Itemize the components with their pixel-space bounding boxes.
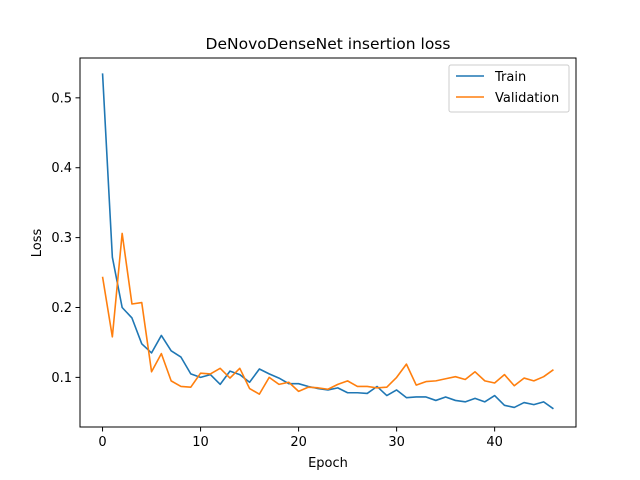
chart-title: DeNovoDenseNet insertion loss — [206, 35, 451, 53]
y-tick-label: 0.2 — [51, 301, 72, 316]
y-tick-label: 0.1 — [51, 371, 72, 386]
legend-label-validation: Validation — [495, 91, 559, 106]
series-layer — [101, 73, 554, 410]
legend-label-train: Train — [494, 70, 526, 85]
y-tick-label: 0.3 — [51, 231, 72, 246]
y-axis-label: Loss — [30, 229, 45, 258]
x-tick-label: 40 — [486, 435, 503, 450]
series-line-validation — [101, 232, 554, 395]
x-tick-label: 0 — [98, 435, 106, 450]
plot-frame — [79, 57, 577, 428]
x-tick-label: 20 — [290, 435, 307, 450]
x-axis-label: Epoch — [308, 456, 348, 471]
x-tick-label: 30 — [388, 435, 405, 450]
plot-area — [80, 58, 576, 427]
y-tick-label: 0.4 — [51, 161, 72, 176]
legend: Train Validation — [448, 64, 570, 113]
y-tick-label: 0.5 — [51, 91, 72, 106]
x-tick-label: 10 — [192, 435, 209, 450]
tick-layer: 0 10 20 30 40 0.1 0.2 0.3 0.4 0.5 — [51, 91, 503, 450]
